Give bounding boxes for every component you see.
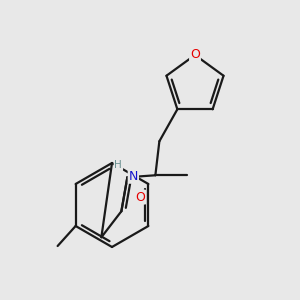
Text: O: O [190,49,200,62]
Text: H: H [115,160,122,170]
Text: N: N [129,170,138,183]
Text: O: O [135,190,145,204]
